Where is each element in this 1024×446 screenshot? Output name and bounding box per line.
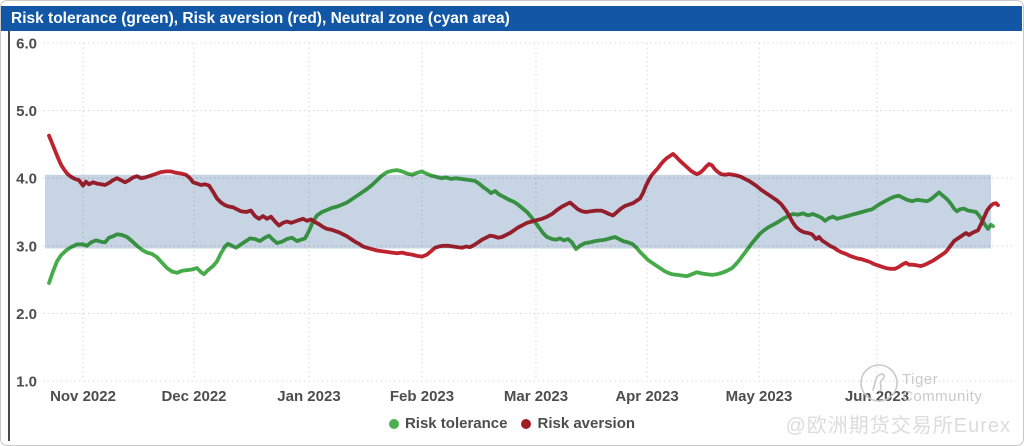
left-axis-line <box>8 31 10 441</box>
svg-text:Jan 2023: Jan 2023 <box>277 388 340 405</box>
svg-text:4.0: 4.0 <box>16 171 37 188</box>
legend-label: Risk tolerance <box>404 415 508 432</box>
svg-text:Apr 2023: Apr 2023 <box>615 388 678 405</box>
legend-item-risk-aversion: Risk aversion <box>521 415 635 432</box>
legend-item-risk-tolerance: Risk tolerance <box>388 415 508 432</box>
risk-tolerance-dot-icon <box>388 418 399 429</box>
svg-text:Jun 2023: Jun 2023 <box>845 388 909 405</box>
watermark-handle-text: @欧洲期货交易所Eurex <box>785 415 1011 437</box>
svg-text:2.0: 2.0 <box>16 306 37 323</box>
svg-text:Feb 2023: Feb 2023 <box>390 388 454 405</box>
svg-text:Dec 2022: Dec 2022 <box>161 388 226 405</box>
risk-aversion-dot-icon <box>521 418 532 429</box>
svg-text:Mar 2023: Mar 2023 <box>504 388 568 405</box>
chart-legend: Risk tolerance Risk aversion <box>1 415 1023 432</box>
tiger-logo-icon <box>860 364 898 402</box>
watermark-community-text: Tiger Community <box>902 371 983 405</box>
svg-text:3.0: 3.0 <box>16 238 37 255</box>
svg-text:6.0: 6.0 <box>16 36 37 53</box>
legend-label: Risk aversion <box>537 415 636 432</box>
svg-text:May 2023: May 2023 <box>726 388 793 405</box>
svg-text:1.0: 1.0 <box>16 374 37 391</box>
svg-text:Nov 2022: Nov 2022 <box>50 388 116 405</box>
svg-text:5.0: 5.0 <box>16 103 37 120</box>
chart-title: Risk tolerance (green), Risk aversion (r… <box>1 6 1022 31</box>
